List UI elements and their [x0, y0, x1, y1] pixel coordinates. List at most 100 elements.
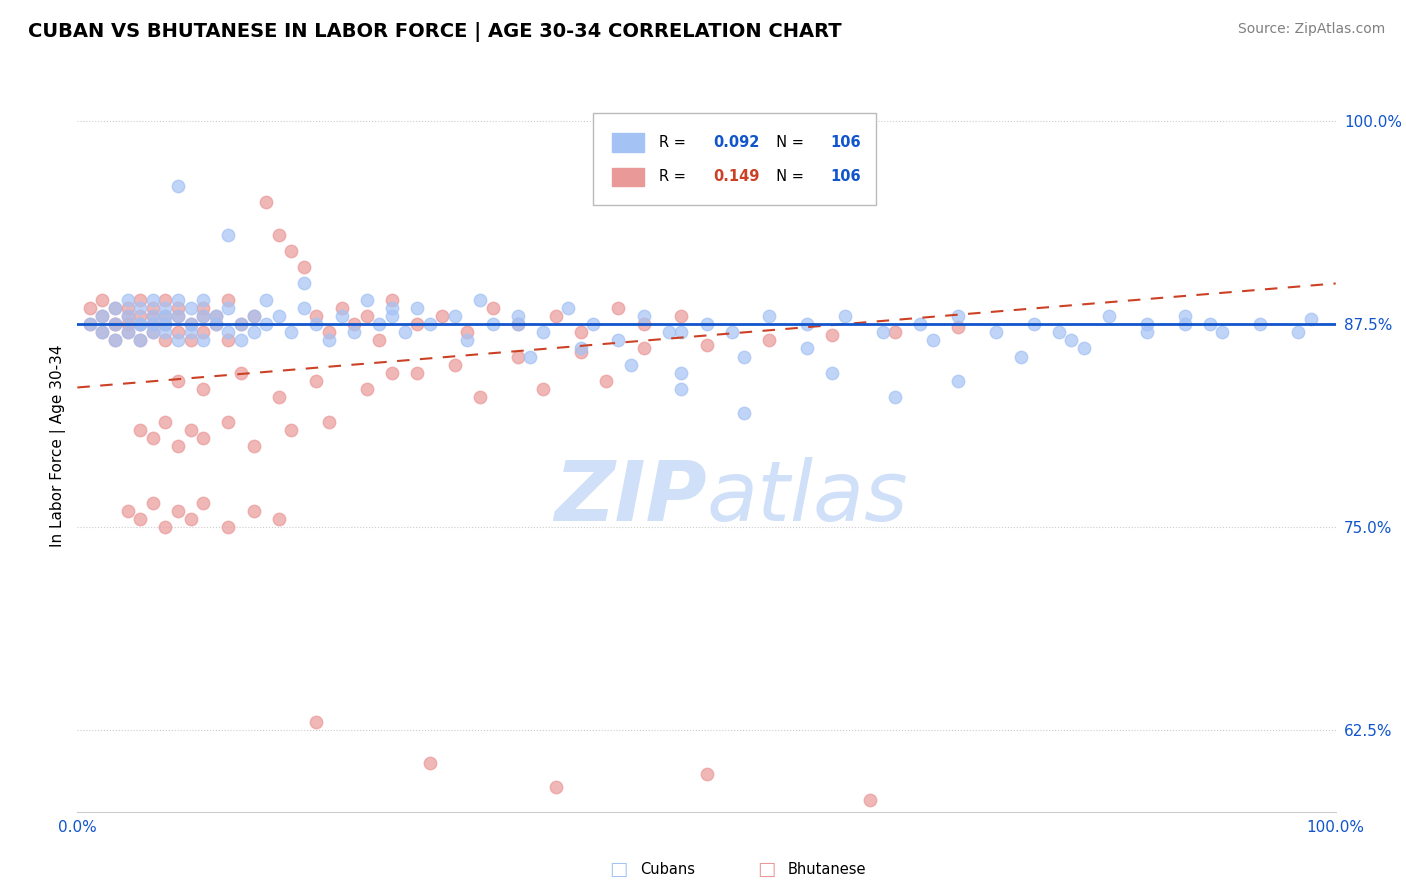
Point	[948, 309, 970, 323]
Point	[229, 317, 252, 331]
Point	[305, 317, 328, 331]
Point	[242, 309, 264, 323]
Point	[821, 328, 844, 343]
Bar	[612, 168, 644, 186]
Point	[204, 317, 226, 331]
Point	[671, 366, 693, 380]
Point	[104, 317, 127, 331]
Point	[381, 293, 404, 307]
Point	[155, 317, 177, 331]
Point	[280, 423, 302, 437]
Point	[519, 350, 541, 364]
Point	[922, 334, 945, 348]
Text: atlas: atlas	[707, 457, 908, 538]
Point	[796, 317, 818, 331]
Point	[531, 382, 554, 396]
Point	[394, 325, 416, 339]
Point	[142, 496, 165, 510]
Point	[91, 309, 114, 323]
Point	[381, 309, 404, 323]
Point	[292, 277, 315, 291]
Point	[468, 390, 491, 404]
Point	[167, 301, 190, 315]
Point	[167, 293, 190, 307]
Point	[406, 366, 429, 380]
Point	[872, 325, 894, 339]
Point	[569, 344, 592, 359]
Point	[180, 334, 202, 348]
Point	[696, 317, 718, 331]
Point	[129, 317, 152, 331]
Bar	[612, 133, 644, 152]
Point	[292, 260, 315, 275]
Point	[1022, 317, 1045, 331]
Point	[444, 309, 467, 323]
Point	[506, 317, 529, 331]
Point	[910, 317, 932, 331]
Point	[481, 301, 503, 315]
Point	[544, 309, 567, 323]
Point	[104, 301, 127, 315]
Point	[343, 325, 366, 339]
Point	[242, 439, 264, 453]
Point	[620, 358, 643, 372]
Point	[167, 309, 190, 323]
Point	[91, 293, 114, 307]
Point	[633, 309, 655, 323]
Point	[91, 325, 114, 339]
Y-axis label: In Labor Force | Age 30-34: In Labor Force | Age 30-34	[51, 344, 66, 548]
Point	[406, 317, 429, 331]
Point	[356, 382, 378, 396]
Point	[419, 317, 441, 331]
Point	[104, 301, 127, 315]
Point	[142, 293, 165, 307]
Point	[1286, 325, 1309, 339]
Point	[167, 309, 190, 323]
Point	[191, 431, 215, 445]
Point	[155, 301, 177, 315]
Point	[254, 293, 277, 307]
Text: Bhutanese: Bhutanese	[787, 863, 866, 877]
Point	[633, 317, 655, 331]
Point	[671, 325, 693, 339]
Point	[191, 309, 215, 323]
Text: CUBAN VS BHUTANESE IN LABOR FORCE | AGE 30-34 CORRELATION CHART: CUBAN VS BHUTANESE IN LABOR FORCE | AGE …	[28, 22, 842, 42]
Point	[191, 293, 215, 307]
Point	[155, 309, 177, 323]
Point	[1010, 350, 1032, 364]
Point	[117, 504, 139, 518]
Point	[180, 325, 202, 339]
Point	[733, 350, 755, 364]
Point	[79, 317, 101, 331]
Point	[267, 390, 290, 404]
Point	[180, 301, 202, 315]
Text: N =: N =	[766, 169, 808, 185]
Point	[142, 309, 165, 323]
Point	[254, 317, 277, 331]
FancyBboxPatch shape	[593, 113, 876, 204]
Point	[191, 301, 215, 315]
Point	[544, 780, 567, 795]
Point	[79, 301, 101, 315]
Point	[292, 301, 315, 315]
Point	[381, 366, 404, 380]
Point	[948, 320, 970, 334]
Point	[506, 317, 529, 331]
Point	[1047, 325, 1070, 339]
Point	[884, 325, 907, 339]
Point	[104, 334, 127, 348]
Point	[180, 317, 202, 331]
Text: □: □	[756, 860, 776, 880]
Point	[330, 301, 353, 315]
Point	[356, 293, 378, 307]
Point	[104, 334, 127, 348]
Point	[142, 325, 165, 339]
Point	[129, 309, 152, 323]
Text: 0.149: 0.149	[713, 169, 759, 185]
Point	[984, 325, 1007, 339]
Point	[104, 317, 127, 331]
Point	[1249, 317, 1271, 331]
Point	[91, 325, 114, 339]
Point	[569, 342, 592, 356]
Point	[330, 309, 353, 323]
